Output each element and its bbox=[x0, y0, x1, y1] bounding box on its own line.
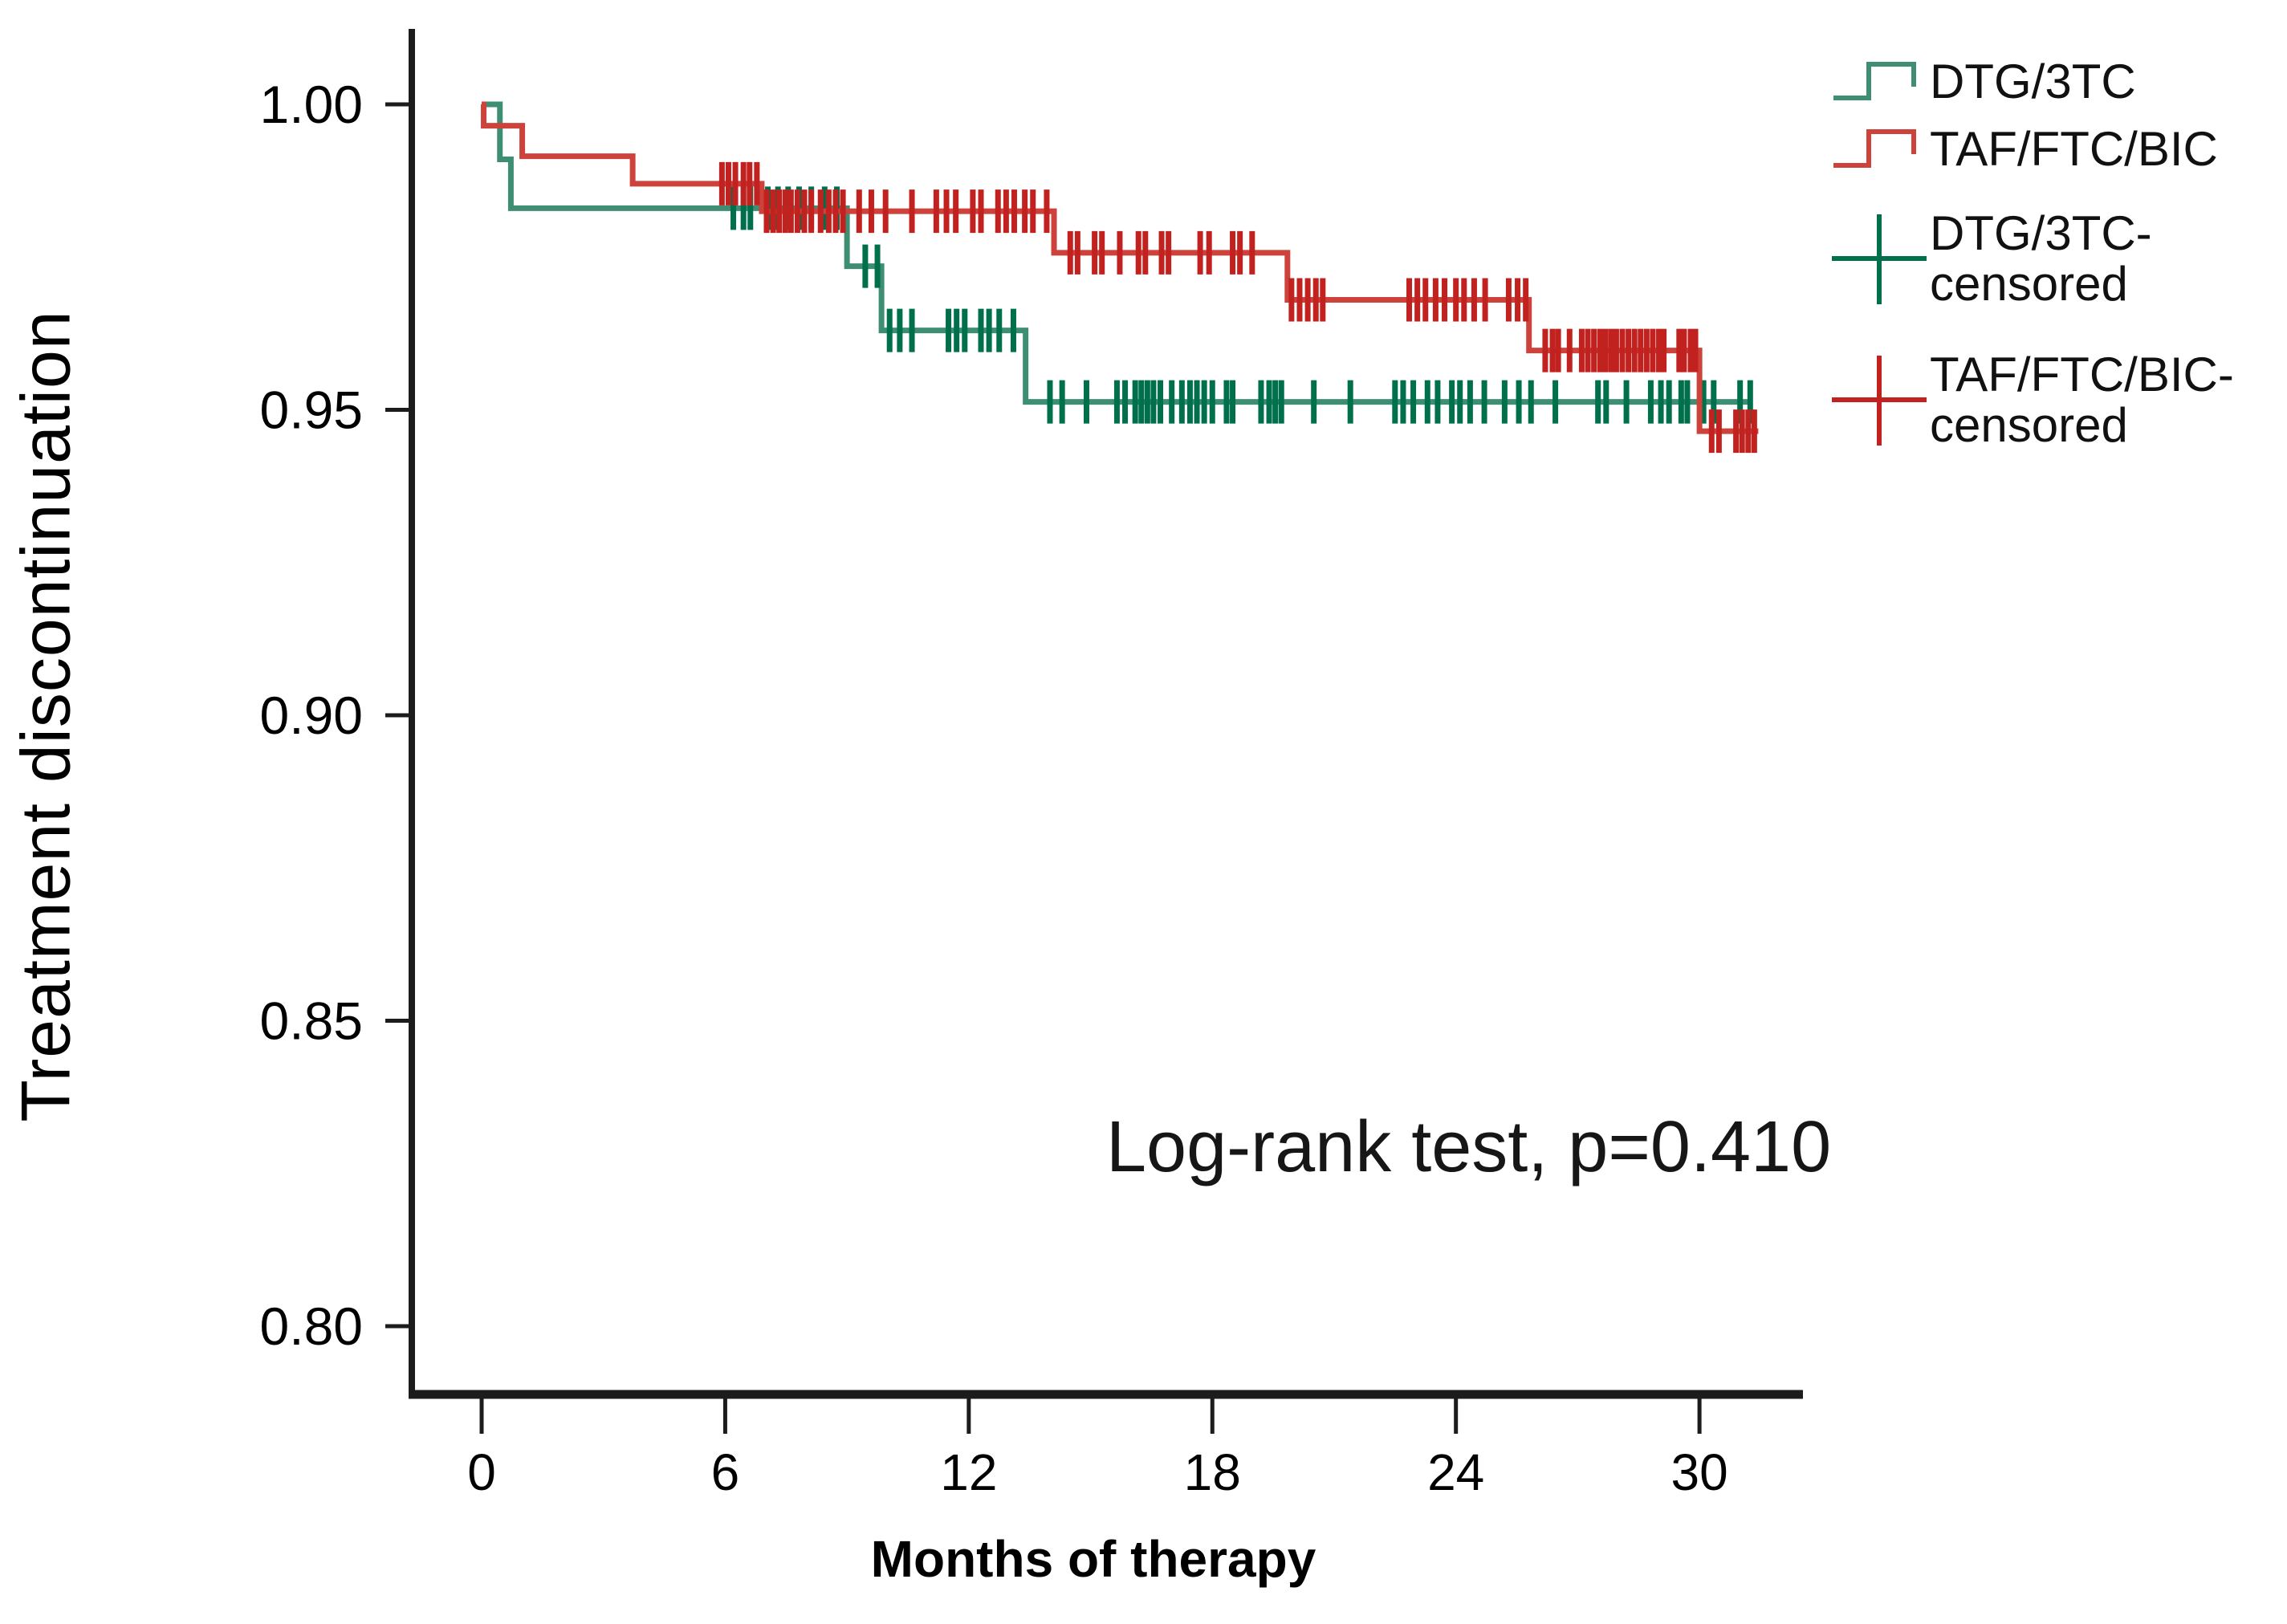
legend-label-line1: TAF/FTC/BIC- bbox=[1930, 348, 2234, 401]
legend-label-line1: DTG/3TC- bbox=[1930, 206, 2152, 260]
y-tick-label: 0.90 bbox=[260, 686, 363, 745]
x-tick-label: 0 bbox=[467, 1443, 496, 1501]
legend-label-line2: censored bbox=[1930, 398, 2128, 452]
legend-label: TAF/FTC/BIC- censored bbox=[1930, 349, 2234, 450]
x-tick-label: 18 bbox=[1184, 1443, 1241, 1501]
legend-label: DTG/3TC bbox=[1930, 54, 2136, 108]
legend-item-dtg-3tc-censored: DTG/3TC- censored bbox=[1832, 199, 2234, 318]
step-line-icon bbox=[1832, 116, 1930, 181]
legend-label: DTG/3TC- censored bbox=[1930, 208, 2152, 309]
y-axis-title: Treatment discontinuation bbox=[7, 310, 85, 1122]
legend-label: TAF/FTC/BIC bbox=[1930, 121, 2218, 176]
y-tick-label: 0.95 bbox=[260, 381, 363, 440]
legend-item-dtg-3tc: DTG/3TC bbox=[1832, 47, 2234, 116]
log-rank-annotation: Log-rank test, p=0.410 bbox=[1106, 1107, 1832, 1187]
green-step-glyph bbox=[1833, 62, 1916, 100]
step-line-icon bbox=[1832, 47, 1930, 116]
legend: DTG/3TC TAF/FTC/BIC DTG/3TC- censored bbox=[1832, 47, 2234, 459]
plus-marker-icon bbox=[1832, 199, 1930, 318]
y-tick-label: 1.00 bbox=[260, 75, 363, 134]
legend-label-line2: censored bbox=[1930, 257, 2128, 311]
x-tick-label: 12 bbox=[940, 1443, 997, 1501]
x-tick-label: 6 bbox=[711, 1443, 740, 1501]
x-tick-label: 24 bbox=[1427, 1443, 1484, 1501]
survival-curve-dtg-3tc bbox=[482, 101, 1752, 405]
red-step-glyph bbox=[1833, 129, 1916, 168]
x-tick-label: 30 bbox=[1671, 1443, 1728, 1501]
y-tick-label: 0.80 bbox=[260, 1296, 363, 1356]
plus-marker-icon bbox=[1832, 340, 1930, 459]
legend-item-taf-ftc-bic-censored: TAF/FTC/BIC- censored bbox=[1832, 340, 2234, 459]
y-tick-label: 0.85 bbox=[260, 991, 363, 1051]
legend-item-taf-ftc-bic: TAF/FTC/BIC bbox=[1832, 116, 2234, 181]
x-axis-title: Months of therapy bbox=[870, 1530, 1316, 1588]
